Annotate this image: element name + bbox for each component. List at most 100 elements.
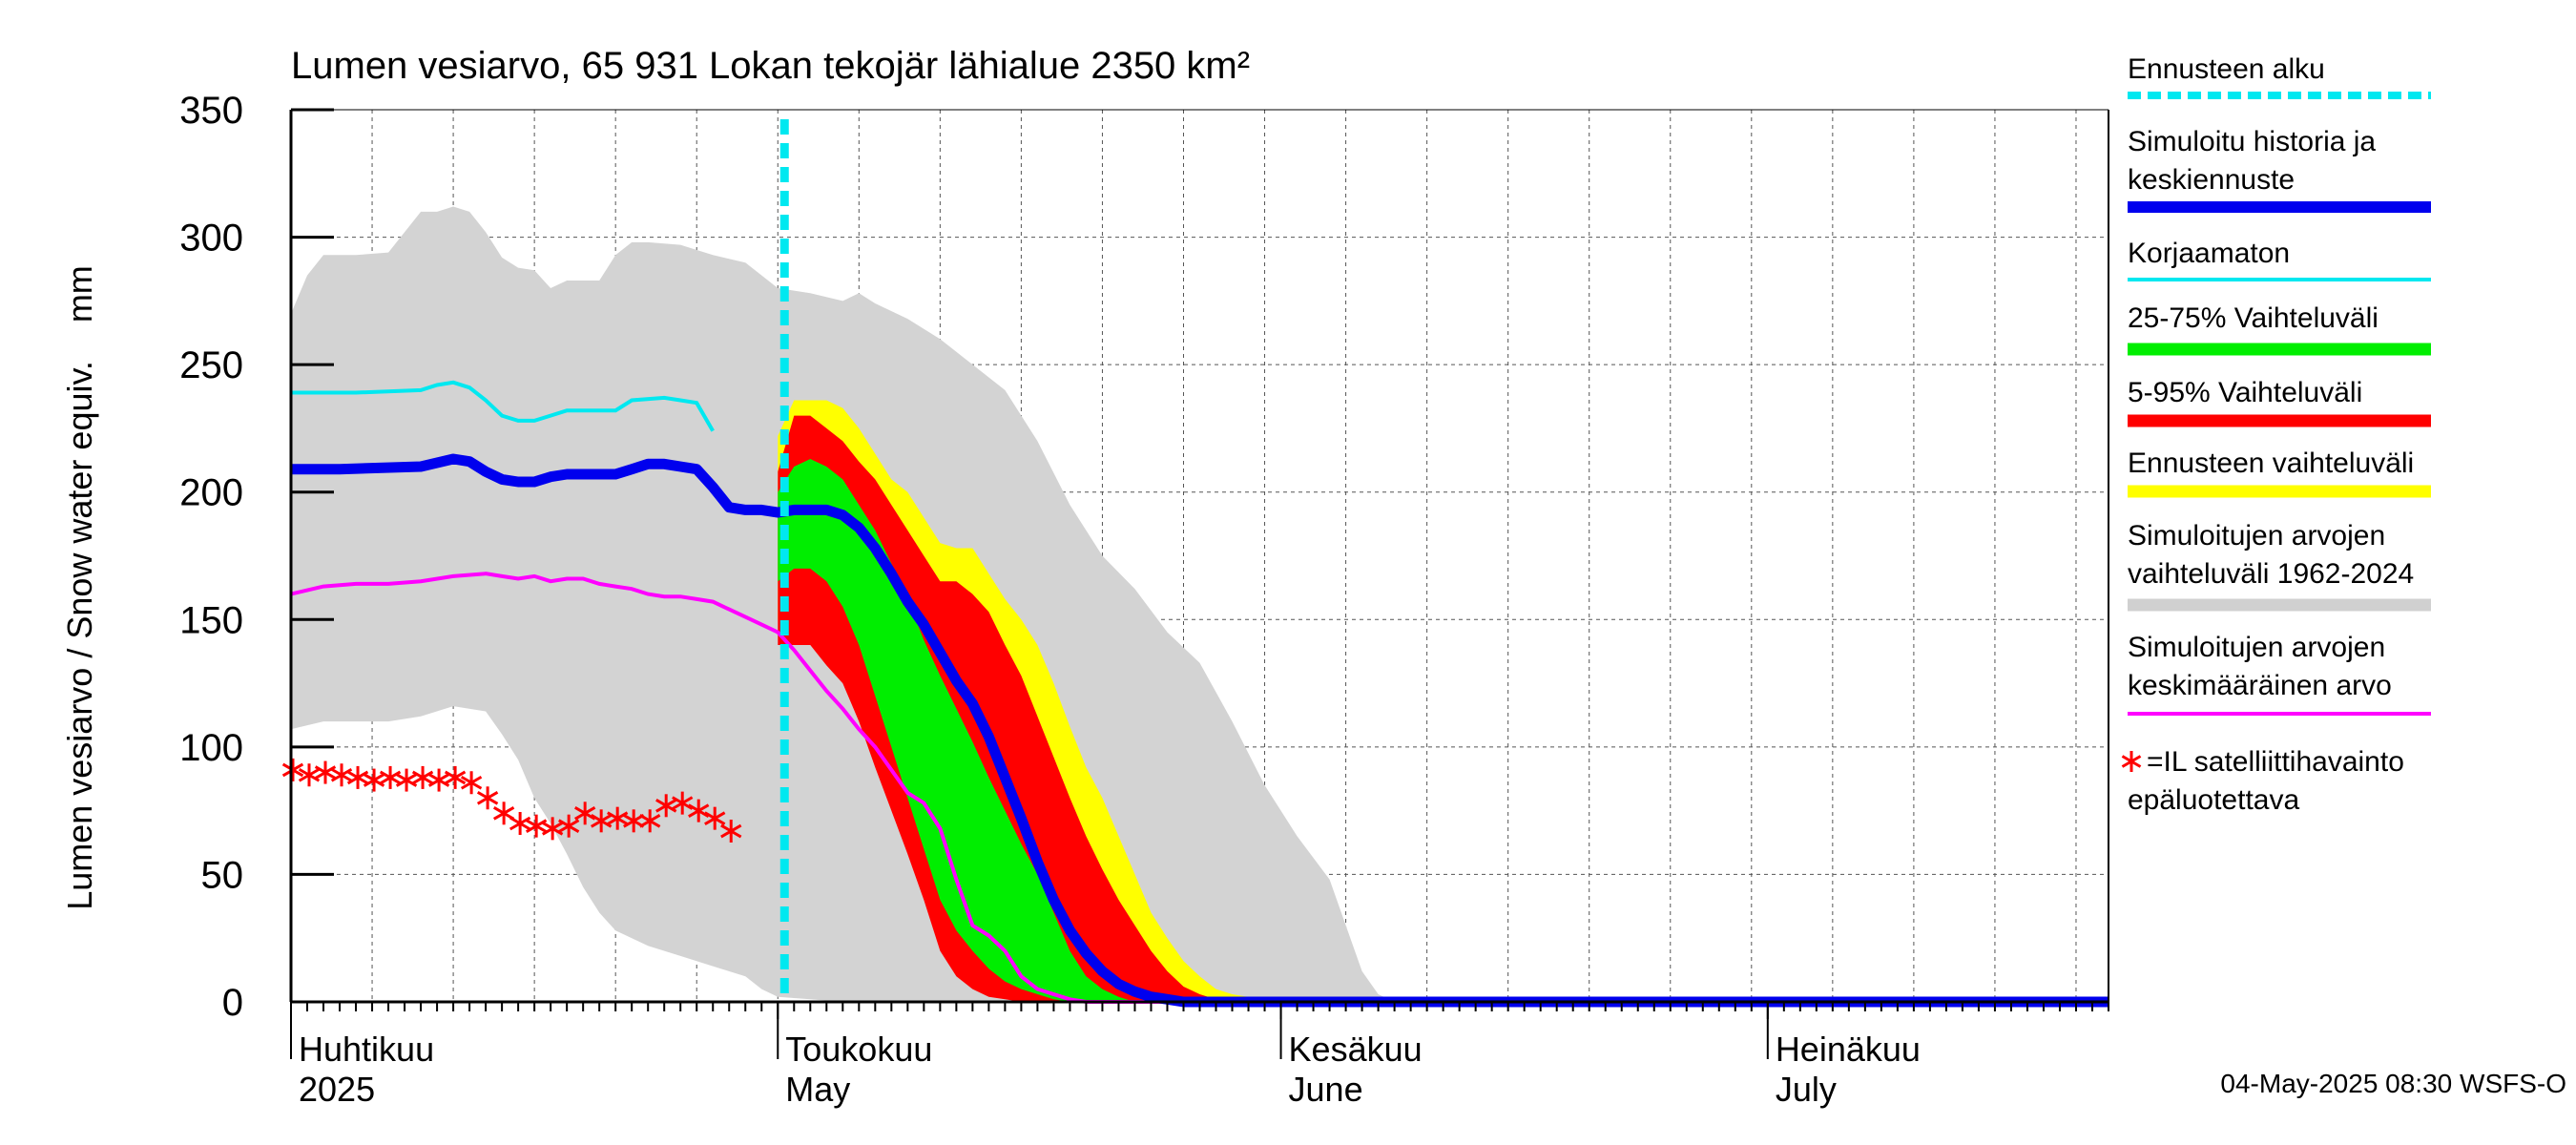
- asterisk-stroke: [314, 765, 337, 780]
- satellite-observation: [607, 806, 629, 830]
- mean-line: [290, 572, 2109, 1004]
- month-label-fi: Toukokuu: [785, 1030, 932, 1069]
- simulated-median-line: [291, 453, 2109, 1008]
- asterisk-stroke: [298, 767, 321, 782]
- legend-item: Simuloitujen arvojen keskimääräinen arvo: [2128, 632, 2431, 716]
- satellite-observation: [704, 806, 726, 830]
- month-label-en: 2025: [299, 1070, 375, 1109]
- satellite-observation: [281, 758, 304, 781]
- asterisk-stroke: [379, 770, 402, 785]
- legend-label: epäluotettava: [2128, 784, 2299, 816]
- y-tick-label: 250: [179, 344, 243, 386]
- satellite-observation: [574, 802, 596, 825]
- y-axis-label: Lumen vesiarvo / Snow water equiv. mm: [60, 265, 99, 910]
- asterisk-stroke: [2121, 755, 2142, 768]
- y-tick-label: 0: [222, 982, 243, 1024]
- satellite-observation: [720, 820, 742, 843]
- asterisk-stroke: [655, 799, 677, 813]
- asterisk-stroke: [542, 822, 564, 836]
- legend-item: Ennusteen vaihteluväli: [2128, 448, 2431, 498]
- satellite-observation: [492, 802, 515, 825]
- percentile-25-75-band: [778, 459, 1135, 1002]
- legend-label: keskiennuste: [2128, 164, 2295, 196]
- asterisk-stroke: [509, 816, 531, 831]
- axes: [289, 108, 2109, 1059]
- y-tick-label: 350: [179, 90, 243, 132]
- satellite-observation: [411, 765, 434, 789]
- satellite-observation: [542, 817, 564, 841]
- chart-title: Lumen vesiarvo, 65 931 Lokan tekojär läh…: [291, 45, 1250, 87]
- y-tick-label: 300: [179, 218, 243, 260]
- data-bands: [291, 206, 1395, 1003]
- asterisk-stroke: [427, 773, 450, 787]
- asterisk-stroke: [558, 819, 580, 833]
- month-label-en: June: [1289, 1070, 1363, 1109]
- asterisk-stroke: [281, 762, 304, 778]
- satellite-observation: [509, 812, 531, 835]
- asterisk-stroke: [330, 767, 353, 782]
- legend-item: =IL satelliittihavainto epäluotettava: [2121, 746, 2404, 816]
- satellite-observation: [395, 768, 418, 792]
- legend: Ennusteen alku Simuloitu historia ja keski…: [2121, 53, 2431, 816]
- asterisk-stroke: [591, 814, 613, 828]
- legend-item: 25-75% Vaihteluväli: [2128, 302, 2431, 356]
- asterisk-stroke: [492, 806, 515, 821]
- asterisk-stroke: [411, 770, 434, 785]
- month-label-en: May: [785, 1070, 850, 1109]
- satellite-observation: [672, 791, 694, 815]
- data-lines: [290, 119, 2109, 1008]
- satellite-observation: [639, 809, 661, 833]
- asterisk-stroke: [607, 811, 629, 825]
- legend-label: keskimääräinen arvo: [2128, 670, 2392, 701]
- asterisk-stroke: [525, 819, 548, 833]
- asterisk-stroke: [623, 814, 645, 828]
- timestamp-footer: 04-May-2025 08:30 WSFS-O: [2220, 1069, 2566, 1098]
- legend-label: Ennusteen vaihteluväli: [2128, 448, 2414, 479]
- asterisk-stroke: [574, 806, 596, 821]
- satellite-observation: [460, 771, 483, 795]
- month-label-fi: Kesäkuu: [1289, 1030, 1423, 1069]
- legend-label: Simuloitu historia ja: [2128, 126, 2376, 157]
- satellite-observation: [379, 765, 402, 789]
- legend-label: Simuloitujen arvojen: [2128, 520, 2385, 552]
- satellite-observation: [558, 814, 580, 838]
- month-label-en: July: [1776, 1070, 1837, 1109]
- satellite-observation: [525, 814, 548, 838]
- y-tick-label: 50: [201, 854, 244, 896]
- legend-item: Simuloitu historia ja keskiennuste: [2128, 126, 2431, 213]
- legend-item: 5-95% Vaihteluväli: [2128, 377, 2431, 427]
- satellite-observation: [298, 763, 321, 787]
- satellite-observations: [281, 758, 742, 843]
- satellite-observation: [314, 760, 337, 784]
- asterisk-stroke: [444, 770, 467, 785]
- satellite-observation: [346, 765, 369, 789]
- asterisk-stroke: [720, 823, 742, 839]
- legend-item: Ennusteen alku: [2128, 53, 2431, 99]
- asterisk-stroke: [460, 775, 483, 790]
- satellite-observation: [2121, 751, 2142, 772]
- y-tick-label: 150: [179, 599, 243, 641]
- y-tick-label: 200: [179, 472, 243, 514]
- legend-label: Ennusteen alku: [2128, 53, 2325, 85]
- asterisk-stroke: [395, 773, 418, 787]
- satellite-observation: [623, 809, 645, 833]
- satellite-observation: [476, 786, 499, 810]
- month-label-fi: Heinäkuu: [1776, 1030, 1921, 1069]
- legend-item: Korjaamaton: [2128, 238, 2431, 281]
- legend-label: Korjaamaton: [2128, 238, 2290, 269]
- legend-label: vaihteluväli 1962-2024: [2128, 558, 2414, 590]
- satellite-observation: [591, 809, 613, 833]
- legend-label: 5-95% Vaihteluväli: [2128, 377, 2362, 408]
- y-tick-labels: 0 50 100 150 200 250 300 350: [179, 90, 243, 1024]
- legend-label: =IL satelliittihavainto: [2147, 746, 2404, 778]
- satellite-observation: [330, 763, 353, 787]
- month-label-fi: Huhtikuu: [299, 1030, 434, 1069]
- asterisk-stroke: [639, 814, 661, 828]
- satellite-observation: [363, 768, 385, 792]
- y-tick-label: 100: [179, 727, 243, 769]
- satellite-observation: [427, 768, 450, 792]
- legend-label: 25-75% Vaihteluväli: [2128, 302, 2379, 334]
- asterisk-stroke: [672, 796, 694, 810]
